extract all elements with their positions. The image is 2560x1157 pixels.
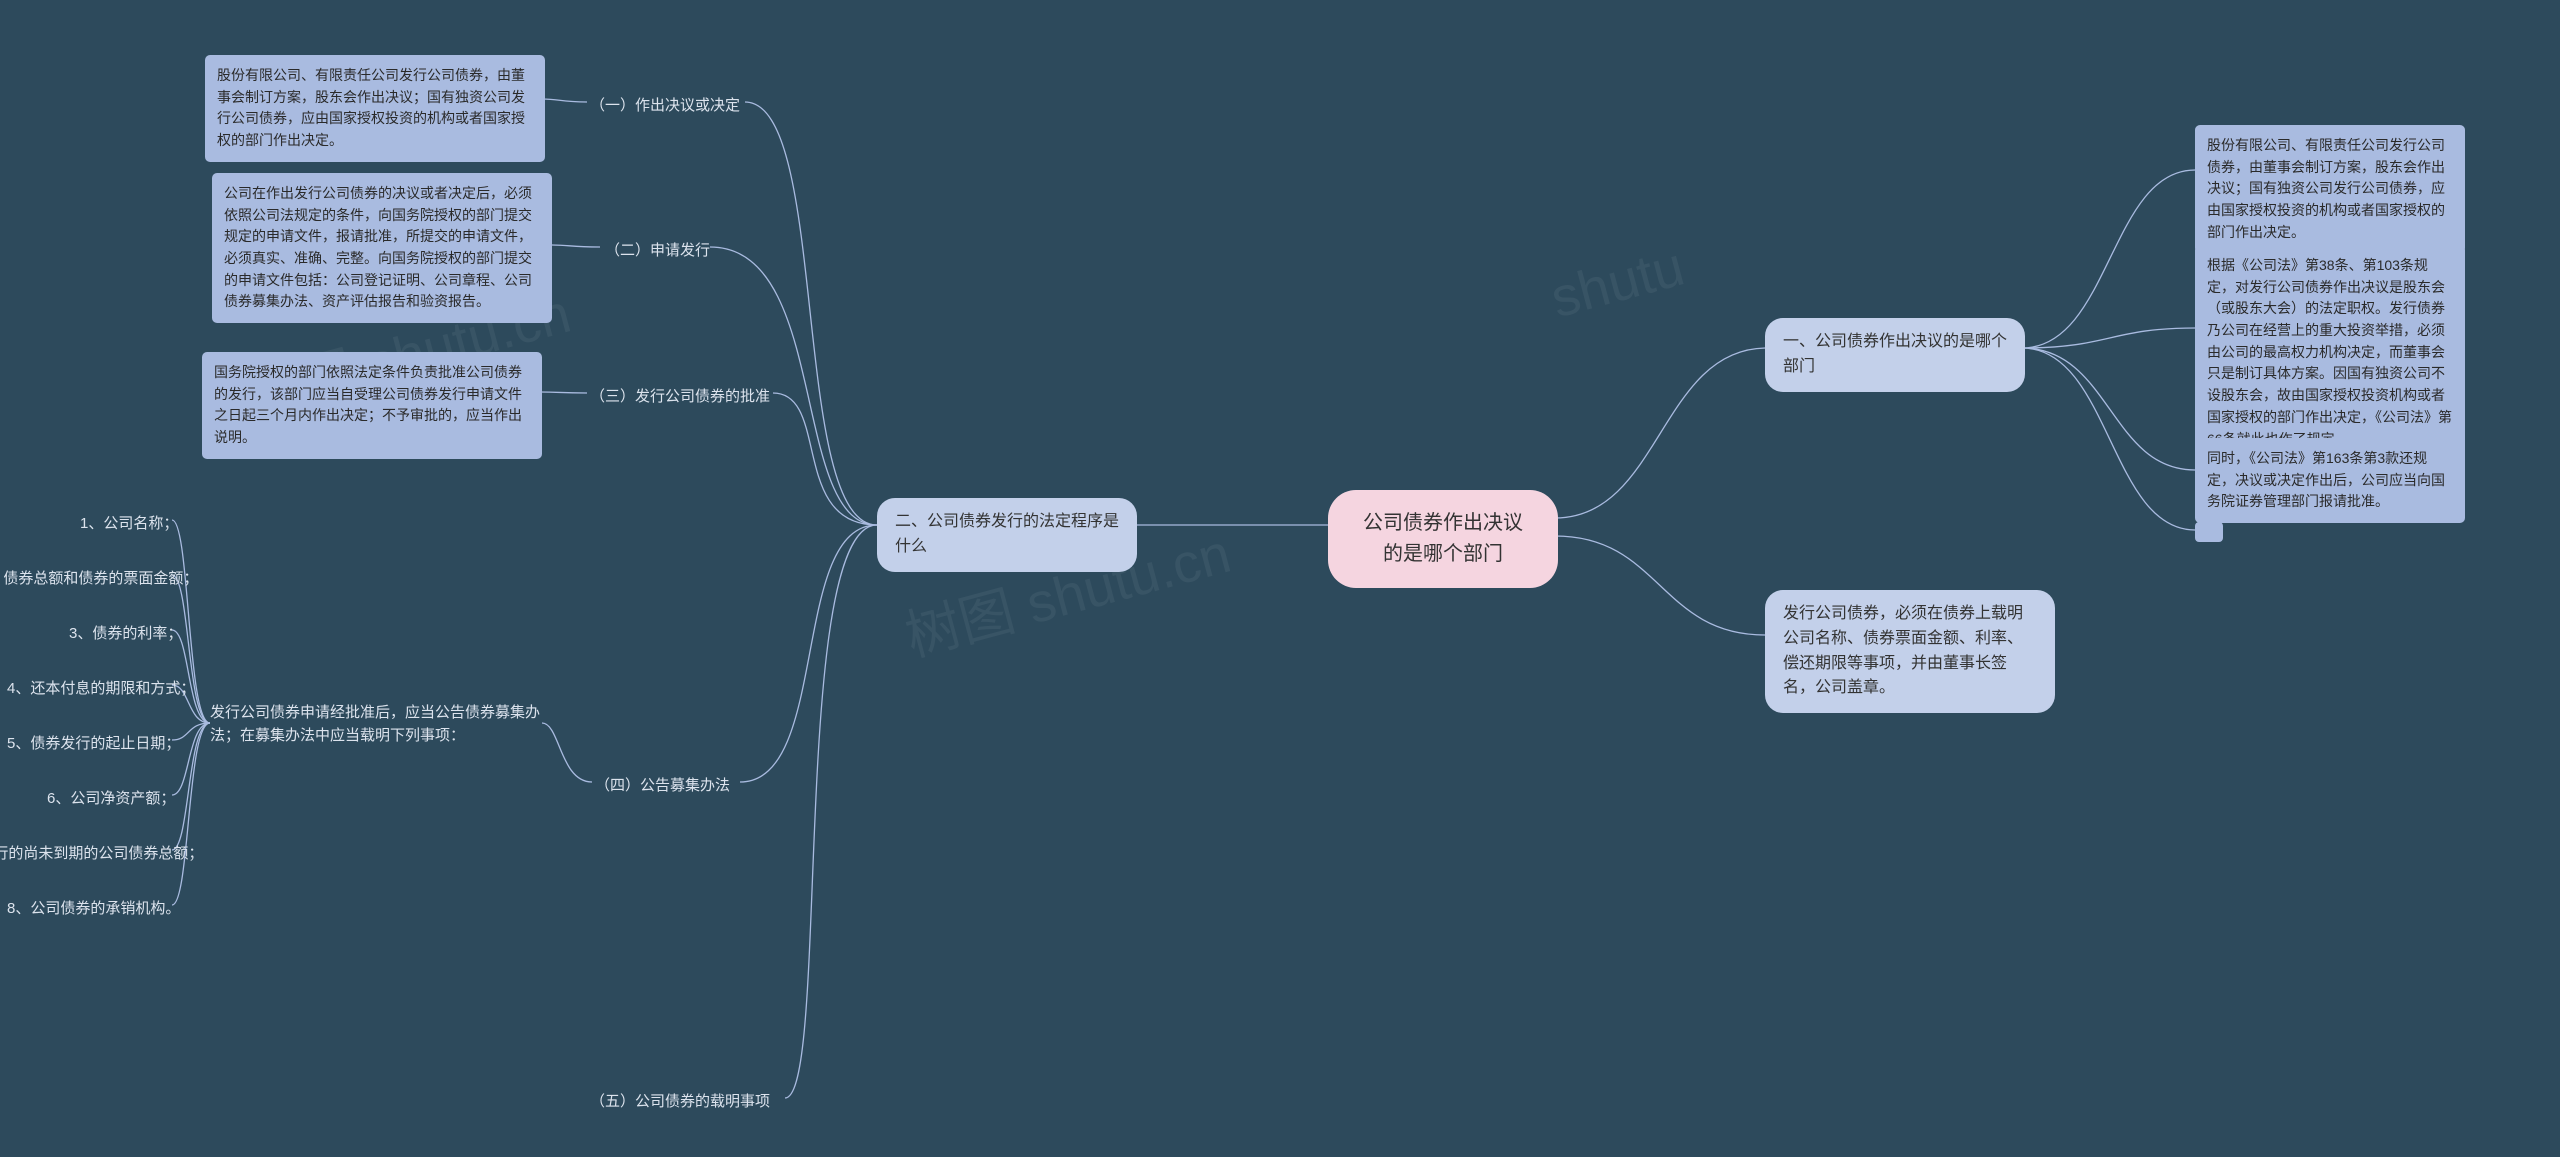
item-4[interactable]: 4、还本付息的期限和方式；: [7, 673, 195, 704]
sub-label: （四）公告募集办法: [595, 777, 730, 794]
leaf-text: 公司在作出发行公司债券的决议或者决定后，必须依照公司法规定的条件，向国务院授权的…: [224, 185, 532, 309]
branch-label: 发行公司债券，必须在债券上载明公司名称、债券票面金额、利率、偿还期限等事项，并由…: [1783, 605, 2023, 696]
sub-5[interactable]: （五）公司债券的载明事项: [590, 1086, 770, 1117]
sub-label: （二）申请发行: [605, 242, 710, 259]
item-7[interactable]: 7、已发行的尚未到期的公司债券总额；: [0, 838, 203, 869]
branch-right-1[interactable]: 一、公司债券作出决议的是哪个部门: [1765, 318, 2025, 392]
item-text: 5、债券发行的起止日期；: [7, 735, 180, 752]
item-8[interactable]: 8、公司债券的承销机构。: [7, 893, 180, 924]
sub-1[interactable]: （一）作出决议或决定: [590, 90, 740, 121]
leaf-text: 发行公司债券申请经批准后，应当公告债券募集办法；在募集办法中应当载明下列事项：: [210, 704, 540, 744]
item-text: 7、已发行的尚未到期的公司债券总额；: [0, 845, 203, 862]
item-text: 1、公司名称；: [80, 515, 178, 532]
item-6[interactable]: 6、公司净资产额；: [47, 783, 175, 814]
item-text: 6、公司净资产额；: [47, 790, 175, 807]
leaf-r1-3[interactable]: 同时，《公司法》第163条第3款还规定，决议或决定作出后，公司应当向国务院证券管…: [2195, 438, 2465, 523]
branch-right-2[interactable]: 发行公司债券，必须在债券上载明公司名称、债券票面金额、利率、偿还期限等事项，并由…: [1765, 590, 2055, 713]
sub-2[interactable]: （二）申请发行: [605, 235, 710, 266]
leaf-text: 国务院授权的部门依照法定条件负责批准公司债券的发行，该部门应当自受理公司债券发行…: [214, 364, 522, 445]
item-5[interactable]: 5、债券发行的起止日期；: [7, 728, 180, 759]
central-topic[interactable]: 公司债券作出决议的是哪个部门: [1328, 490, 1558, 588]
item-text: 3、债券的利率；: [69, 625, 182, 642]
leaf-s3[interactable]: 国务院授权的部门依照法定条件负责批准公司债券的发行，该部门应当自受理公司债券发行…: [202, 352, 542, 459]
leaf-r1-1[interactable]: 股份有限公司、有限责任公司发行公司债券，由董事会制订方案，股东会作出决议；国有独…: [2195, 125, 2465, 253]
sub-label: （一）作出决议或决定: [590, 97, 740, 114]
sub-3[interactable]: （三）发行公司债券的批准: [590, 381, 770, 412]
leaf-s2[interactable]: 公司在作出发行公司债券的决议或者决定后，必须依照公司法规定的条件，向国务院授权的…: [212, 173, 552, 323]
item-2[interactable]: 2、债券总额和债券的票面金额；: [0, 563, 198, 594]
leaf-r1-2[interactable]: 根据《公司法》第38条、第103条规定，对发行公司债券作出决议是股东会（或股东大…: [2195, 245, 2465, 460]
sub-label: （五）公司债券的载明事项: [590, 1093, 770, 1110]
item-text: 8、公司债券的承销机构。: [7, 900, 180, 917]
item-text: 2、债券总额和债券的票面金额；: [0, 570, 198, 587]
leaf-text: 股份有限公司、有限责任公司发行公司债券，由董事会制订方案，股东会作出决议；国有独…: [2207, 137, 2445, 240]
branch-label: 一、公司债券作出决议的是哪个部门: [1783, 333, 2007, 375]
leaf-empty: [2195, 522, 2223, 542]
item-1[interactable]: 1、公司名称；: [80, 508, 178, 539]
leaf-text: 根据《公司法》第38条、第103条规定，对发行公司债券作出决议是股东会（或股东大…: [2207, 257, 2452, 447]
sub-4[interactable]: （四）公告募集办法: [595, 770, 730, 801]
leaf-s1[interactable]: 股份有限公司、有限责任公司发行公司债券，由董事会制订方案，股东会作出决议；国有独…: [205, 55, 545, 162]
leaf-text: 同时，《公司法》第163条第3款还规定，决议或决定作出后，公司应当向国务院证券管…: [2207, 450, 2445, 509]
item-3[interactable]: 3、债券的利率；: [69, 618, 182, 649]
branch-label: 二、公司债券发行的法定程序是什么: [895, 513, 1119, 555]
central-label: 公司债券作出决议的是哪个部门: [1363, 512, 1523, 565]
watermark: shutu: [1544, 234, 1691, 331]
leaf-s4[interactable]: 发行公司债券申请经批准后，应当公告债券募集办法；在募集办法中应当载明下列事项：: [210, 697, 540, 752]
sub-label: （三）发行公司债券的批准: [590, 388, 770, 405]
branch-left[interactable]: 二、公司债券发行的法定程序是什么: [877, 498, 1137, 572]
item-text: 4、还本付息的期限和方式；: [7, 680, 195, 697]
leaf-text: 股份有限公司、有限责任公司发行公司债券，由董事会制订方案，股东会作出决议；国有独…: [217, 67, 525, 148]
